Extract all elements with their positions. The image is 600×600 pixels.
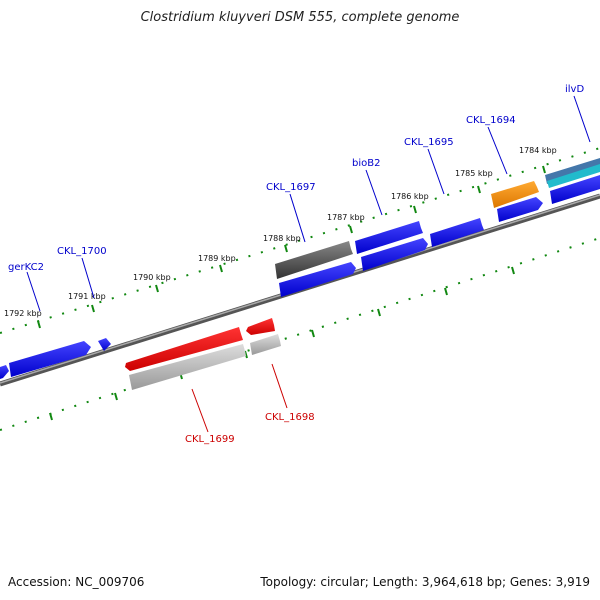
gene-arrow[interactable] (129, 344, 246, 390)
gene-labels: gerKC2 CKL_1700 CKL_1697 bioB2 CKL_1695 … (8, 84, 584, 445)
gene-arrow[interactable] (98, 338, 111, 351)
label-leaders-reverse (191, 363, 288, 433)
gene-arrow[interactable] (361, 238, 428, 271)
gene-arrow[interactable] (547, 164, 600, 188)
gene-label-gerkc2[interactable]: gerKC2 (8, 262, 44, 273)
reverse-genes (125, 318, 281, 390)
gene-label-ilvd[interactable]: ilvD (565, 84, 584, 95)
inner-tick-track (0, 237, 600, 431)
gene-label-ckl-1698[interactable]: CKL_1698 (265, 412, 315, 423)
scale-label: 1786 kbp (391, 192, 429, 201)
forward-genes-inner (0, 175, 600, 379)
scale-labels: 1792 kbp 1791 kbp 1790 kbp 1789 kbp 1788… (4, 146, 557, 318)
genome-stats-text: Topology: circular; Length: 3,964,618 bp… (260, 575, 590, 589)
outer-tick-track (0, 147, 600, 334)
gene-arrow[interactable] (355, 221, 423, 254)
gene-label-biob2[interactable]: bioB2 (352, 158, 380, 169)
gene-label-ckl-1694[interactable]: CKL_1694 (466, 115, 516, 126)
scale-label: 1789 kbp (198, 254, 236, 263)
gene-arrow[interactable] (125, 327, 243, 371)
scale-label: 1790 kbp (133, 273, 171, 282)
accession-text: Accession: NC_009706 (8, 575, 145, 589)
gene-arrow[interactable] (250, 334, 281, 355)
scale-label: 1792 kbp (4, 309, 42, 318)
forward-genes-outer (275, 158, 600, 279)
label-leaders-forward (26, 95, 591, 312)
scale-label: 1785 kbp (455, 169, 493, 178)
gene-arrow[interactable] (491, 181, 539, 208)
gene-arrow[interactable] (246, 318, 275, 335)
gene-label-ckl-1700[interactable]: CKL_1700 (57, 246, 107, 257)
scale-label: 1784 kbp (519, 146, 557, 155)
gene-arrow[interactable] (279, 262, 356, 297)
gene-arrow[interactable] (0, 365, 9, 379)
gene-arrow[interactable] (550, 175, 600, 204)
scale-label: 1791 kbp (68, 292, 106, 301)
gene-arrow[interactable] (9, 341, 91, 377)
scale-label: 1787 kbp (327, 213, 365, 222)
gene-arrow[interactable] (275, 241, 353, 279)
gene-arrow[interactable] (430, 218, 484, 247)
gene-label-ckl-1697[interactable]: CKL_1697 (266, 182, 316, 193)
gene-label-ckl-1695[interactable]: CKL_1695 (404, 137, 454, 148)
gene-arrow[interactable] (497, 197, 543, 222)
outer-major-ticks (37, 165, 546, 329)
map-title: Clostridium kluyveri DSM 555, complete g… (140, 10, 460, 25)
gene-label-ckl-1699[interactable]: CKL_1699 (185, 434, 235, 445)
scale-label: 1788 kbp (263, 234, 301, 243)
